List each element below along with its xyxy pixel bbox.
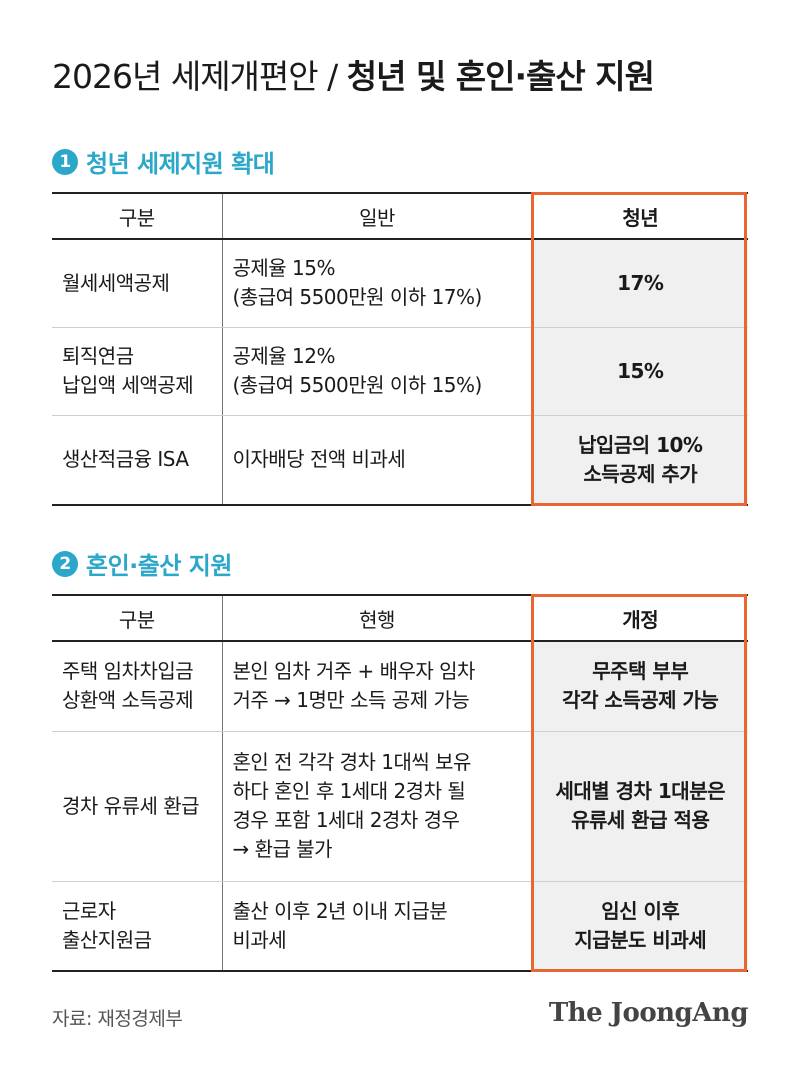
table-row: 근로자 출산지원금 출산 이후 2년 이내 지급분 비과세 임신 이후 지급분도 비과세	[52, 881, 748, 972]
table-header-row: 구분 현행 개정	[52, 594, 748, 642]
title-prefix: 2026년 세제개편안 /	[52, 57, 347, 96]
section1-number-badge: 1	[52, 148, 78, 175]
row-category: 퇴직연금 납입액 세액공제	[52, 327, 222, 416]
header-youth: 청년	[532, 192, 748, 240]
row-category: 월세세액공제	[52, 239, 222, 328]
row-category: 경차 유류세 환급	[52, 731, 222, 882]
section1-heading-text: 청년 세제지원 확대	[86, 150, 275, 178]
header-revised: 개정	[532, 594, 748, 642]
header-category: 구분	[52, 192, 222, 240]
header-current: 현행	[221, 594, 533, 642]
row-new-rule: 세대별 경차 1대분은 유류세 환급 적용	[532, 731, 748, 882]
row-new-rule: 무주택 부부 각각 소득공제 가능	[532, 641, 748, 732]
table-row: 퇴직연금 납입액 세액공제 공제율 12% (총급여 5500만원 이하 15%) 15…	[52, 327, 748, 416]
row-category: 생산적금융 ISA	[52, 415, 222, 506]
title-main: 청년 및 혼인·출산 지원	[346, 57, 655, 96]
publisher-logo: The JoongAng	[548, 998, 749, 1028]
table-row: 경차 유류세 환급 혼인 전 각각 경차 1대씩 보유 하다 혼인 후 1세대 2경…	[52, 731, 748, 882]
table-header-row: 구분 일반 청년	[52, 192, 748, 240]
row-current-rule: 본인 임차 거주 + 배우자 임차 거주 → 1명만 소득 공제 가능	[221, 641, 533, 732]
row-new-rule: 임신 이후 지급분도 비과세	[532, 881, 748, 972]
table-row: 주택 임차차입금 상환액 소득공제 본인 임차 거주 + 배우자 임차 거주 → 1명…	[52, 641, 748, 732]
row-current-rule: 이자배당 전액 비과세	[221, 415, 533, 506]
marriage-birth-table: 구분 현행 개정 주택 임차차입금 상환액 소득공제 본인 임차 거주 + 배우자 …	[52, 594, 748, 972]
row-current-rule: 출산 이후 2년 이내 지급분 비과세	[221, 881, 533, 972]
header-general: 일반	[221, 192, 533, 240]
section2-heading-text: 혼인·출산 지원	[86, 552, 232, 580]
row-current-rule: 혼인 전 각각 경차 1대씩 보유 하다 혼인 후 1세대 2경차 될 경우 포함 …	[221, 731, 533, 882]
row-category: 주택 임차차입금 상환액 소득공제	[52, 641, 222, 732]
table-row: 월세세액공제 공제율 15% (총급여 5500만원 이하 17%) 17%	[52, 239, 748, 328]
row-new-rule: 15%	[532, 327, 748, 416]
row-new-rule: 17%	[532, 239, 748, 328]
row-new-rule: 납입금의 10% 소득공제 추가	[532, 415, 748, 506]
youth-tax-table: 구분 일반 청년 월세세액공제 공제율 15% (총급여 5500만원 이하 17%…	[52, 192, 748, 506]
section2-heading: 2 혼인·출산 지원	[52, 546, 232, 581]
header-category: 구분	[52, 594, 222, 642]
source-note: 자료: 재정경제부	[52, 1008, 183, 1030]
row-current-rule: 공제율 15% (총급여 5500만원 이하 17%)	[221, 239, 533, 328]
section1-heading: 1 청년 세제지원 확대	[52, 144, 275, 179]
row-category: 근로자 출산지원금	[52, 881, 222, 972]
row-current-rule: 공제율 12% (총급여 5500만원 이하 15%)	[221, 327, 533, 416]
page-title: 2026년 세제개편안 / 청년 및 혼인·출산 지원	[52, 50, 655, 98]
table-row: 생산적금융 ISA 이자배당 전액 비과세 납입금의 10% 소득공제 추가	[52, 415, 748, 506]
section2-number-badge: 2	[52, 550, 78, 577]
